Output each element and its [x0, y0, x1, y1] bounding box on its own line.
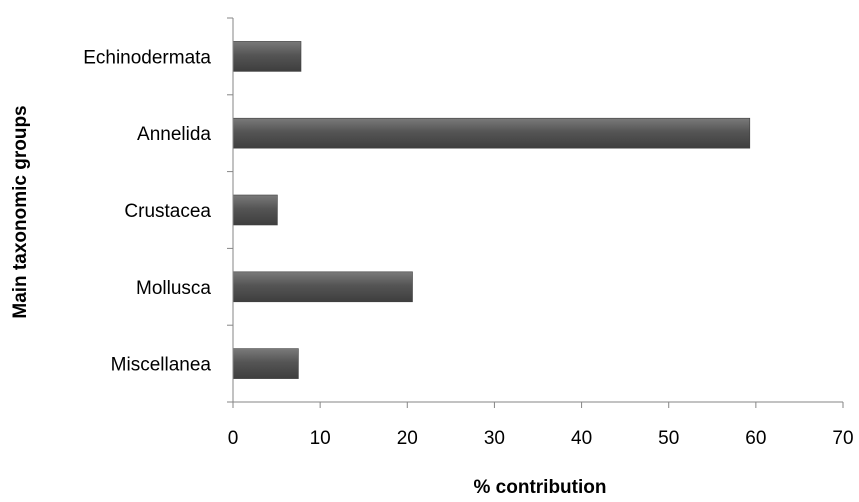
y-tick-label-miscellanea: Miscellanea: [111, 355, 212, 376]
bars-layer: [232, 41, 751, 379]
bar-annelida: [232, 117, 751, 149]
x-tick-label-20: 20: [397, 428, 418, 449]
axes-layer: [227, 17, 844, 408]
x-tick-label-60: 60: [745, 428, 766, 449]
y-tick-label-annelida: Annelida: [137, 124, 211, 145]
x-tick-label-70: 70: [832, 428, 853, 449]
bar-miscellanea: [232, 348, 299, 379]
labels-layer: Echinodermata Annelida Crustacea Mollusca Mi…: [83, 47, 853, 449]
y-axis-title: Main taxonomic groups: [10, 105, 31, 318]
x-tick-label-30: 30: [484, 428, 505, 449]
bar-echinodermata: [232, 41, 302, 72]
x-tick-label-40: 40: [571, 428, 592, 449]
x-tick-label-10: 10: [310, 428, 331, 449]
y-tick-label-mollusca: Mollusca: [136, 278, 211, 299]
bar-mollusca: [232, 271, 413, 303]
x-tick-label-50: 50: [658, 428, 679, 449]
bar-crustacea: [232, 194, 278, 226]
x-tick-label-0: 0: [228, 428, 239, 449]
y-tick-label-echinodermata: Echinodermata: [83, 47, 211, 68]
x-axis-title: % contribution: [474, 477, 607, 498]
y-tick-label-crustacea: Crustacea: [124, 201, 211, 222]
